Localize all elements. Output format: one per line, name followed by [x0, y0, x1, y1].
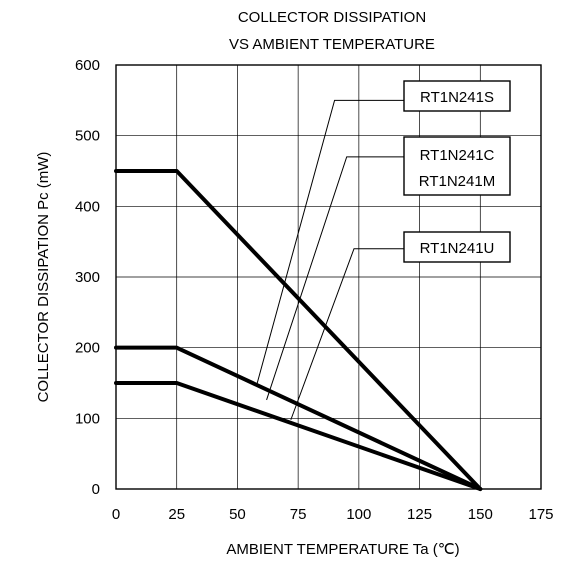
y-tick-label: 300	[75, 269, 100, 286]
x-tick-label: 100	[346, 506, 371, 523]
x-tick-label: 150	[468, 506, 493, 523]
series-line-2	[114, 345, 483, 491]
grid	[116, 65, 541, 489]
series-labels: RT1N241S RT1N241C RT1N241M RT1N241U	[256, 80, 511, 420]
series-label-leader	[266, 156, 404, 401]
series-label-leader	[256, 99, 404, 385]
x-tick-label: 50	[229, 506, 246, 523]
y-tick-label: 100	[75, 410, 100, 427]
x-tick-label: 125	[407, 506, 432, 523]
x-tick-label: 25	[168, 506, 185, 523]
chart-title-line-1: COLLECTOR DISSIPATION	[238, 9, 426, 26]
y-tick-label: 0	[92, 481, 100, 498]
y-tick-label: 400	[75, 198, 100, 215]
series-label-leader	[290, 248, 404, 420]
chart-title: COLLECTOR DISSIPATION VS AMBIENT TEMPERA…	[229, 9, 435, 53]
x-tick-label: 0	[112, 506, 120, 523]
series-label-box	[403, 136, 511, 196]
series-label-box	[403, 80, 511, 112]
y-axis-ticks: 0 100 200 300 400 500 600	[75, 57, 100, 498]
plot-frame	[115, 64, 542, 490]
series-label-text: RT1N241M	[419, 173, 495, 190]
x-axis-ticks: 0 25 50 75 100 125 150 175	[112, 506, 554, 523]
series-label-text: RT1N241S	[420, 89, 494, 106]
series-line-3	[114, 381, 483, 491]
y-axis-label: COLLECTOR DISSIPATION Pc (mW)	[35, 152, 52, 403]
y-tick-label: 500	[75, 128, 100, 145]
y-tick-label: 600	[75, 57, 100, 74]
series	[114, 169, 483, 491]
series-label-text: RT1N241C	[420, 147, 495, 164]
series-line-1	[114, 169, 483, 491]
series-label-text: RT1N241U	[420, 240, 495, 257]
chart-title-line-2: VS AMBIENT TEMPERATURE	[229, 36, 435, 53]
x-tick-label: 75	[290, 506, 307, 523]
x-axis-label: AMBIENT TEMPERATURE Ta (℃)	[226, 541, 459, 558]
x-tick-label: 175	[528, 506, 553, 523]
series-label-box	[403, 231, 511, 263]
y-tick-label: 200	[75, 340, 100, 357]
